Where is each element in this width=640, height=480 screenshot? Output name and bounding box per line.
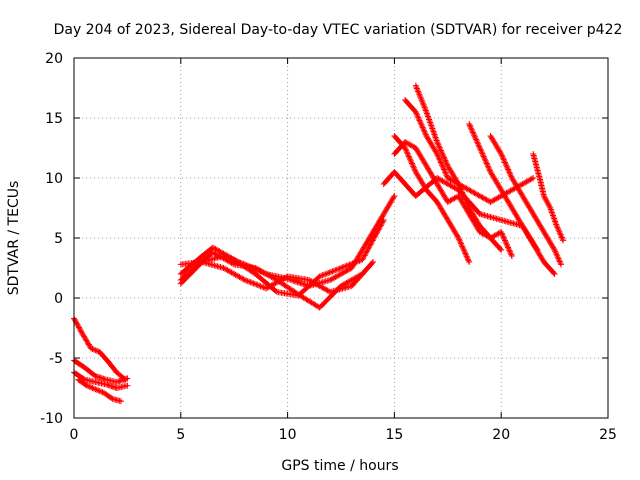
series-track-16 xyxy=(391,139,515,259)
x-tick-label: 10 xyxy=(279,427,297,443)
y-tick-label: -10 xyxy=(40,411,63,427)
series-markers xyxy=(71,315,129,383)
y-tick-label: 20 xyxy=(45,51,63,67)
series-track-1 xyxy=(71,315,129,383)
x-tick-label: 0 xyxy=(70,427,79,443)
chart-title: Day 204 of 2023, Sidereal Day-to-day VTE… xyxy=(54,22,623,38)
series-track-9 xyxy=(391,133,473,265)
x-tick-label: 20 xyxy=(492,427,510,443)
y-tick-label: 5 xyxy=(54,231,63,247)
series-markers xyxy=(487,133,564,268)
series-track-13 xyxy=(487,133,564,268)
tick-layer: 0 5 10 15 20 25 -10 -5 0 5 10 15 20 xyxy=(40,51,617,443)
series-track-15 xyxy=(380,169,541,253)
series-track-4 xyxy=(75,376,124,405)
series-track-14 xyxy=(530,151,567,244)
series-markers xyxy=(530,151,567,244)
series-markers xyxy=(75,376,124,405)
x-axis-label: GPS time / hours xyxy=(281,458,398,474)
x-tick-label: 15 xyxy=(385,427,403,443)
series-markers xyxy=(391,139,515,259)
series-markers xyxy=(391,133,473,265)
series-markers xyxy=(380,169,541,253)
y-tick-label: 0 xyxy=(54,291,63,307)
y-axis-label: SDTVAR / TECUs xyxy=(6,181,22,296)
y-tick-label: 15 xyxy=(45,111,63,127)
series-track-8 xyxy=(177,249,366,311)
series-markers xyxy=(177,249,366,311)
x-tick-label: 5 xyxy=(176,427,185,443)
data-layer xyxy=(71,82,567,405)
y-tick-label: -5 xyxy=(49,351,63,367)
x-tick-label: 25 xyxy=(599,427,617,443)
y-tick-label: 10 xyxy=(45,171,63,187)
grid-layer xyxy=(74,58,608,418)
